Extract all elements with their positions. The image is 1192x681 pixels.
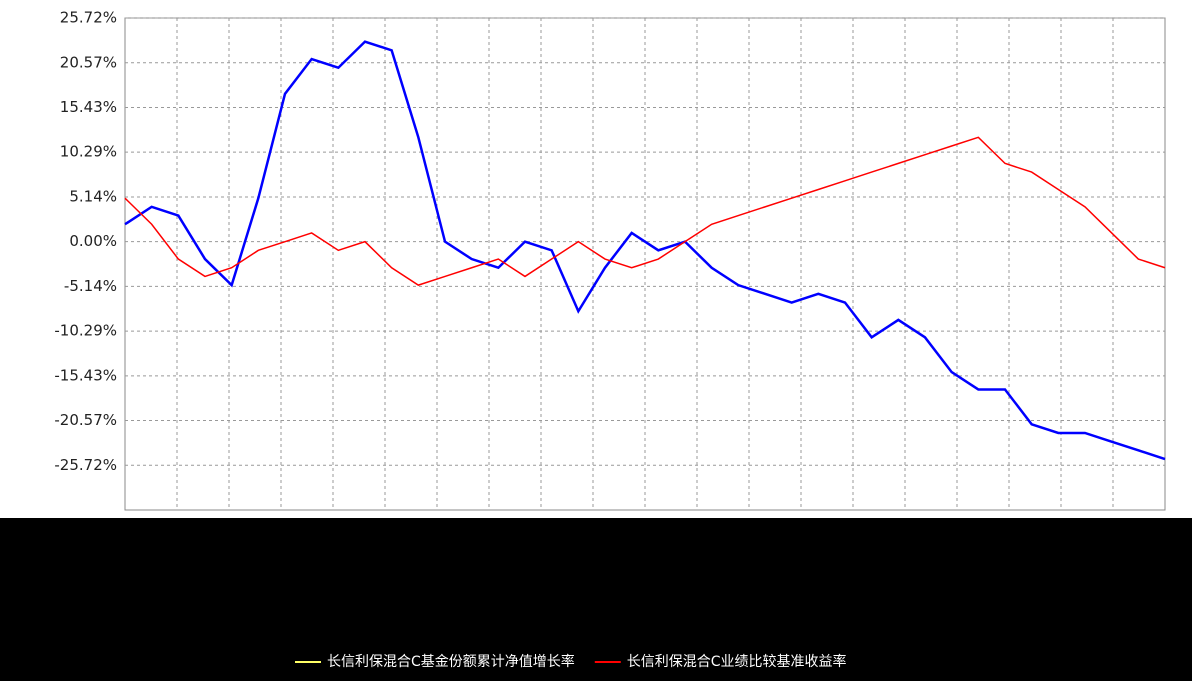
axis-band — [0, 518, 1192, 681]
legend-label: 长信利保混合C业绩比较基准收益率 — [627, 653, 847, 670]
y-tick-label: -20.57% — [54, 411, 117, 429]
y-tick-label: 15.43% — [60, 98, 117, 116]
y-tick-label: 5.14% — [69, 187, 117, 205]
y-tick-label: 25.72% — [60, 9, 117, 27]
legend: 长信利保混合C基金份额累计净值增长率 长信利保混合C业绩比较基准收益率 — [295, 653, 847, 670]
y-tick-label: -15.43% — [54, 366, 117, 384]
y-tick-label: -5.14% — [64, 277, 117, 295]
y-tick-label: 0.00% — [69, 232, 117, 250]
y-tick-label: -25.72% — [54, 456, 117, 474]
y-tick-label: -10.29% — [54, 322, 117, 340]
legend-label: 长信利保混合C基金份额累计净值增长率 — [327, 653, 575, 670]
chart: 长信利保混合C基金份额累计净值增长率 长信利保混合C业绩比较基准收益率 25.72… — [0, 0, 1192, 681]
y-tick-label: 10.29% — [60, 143, 117, 161]
y-tick-label: 20.57% — [60, 53, 117, 71]
